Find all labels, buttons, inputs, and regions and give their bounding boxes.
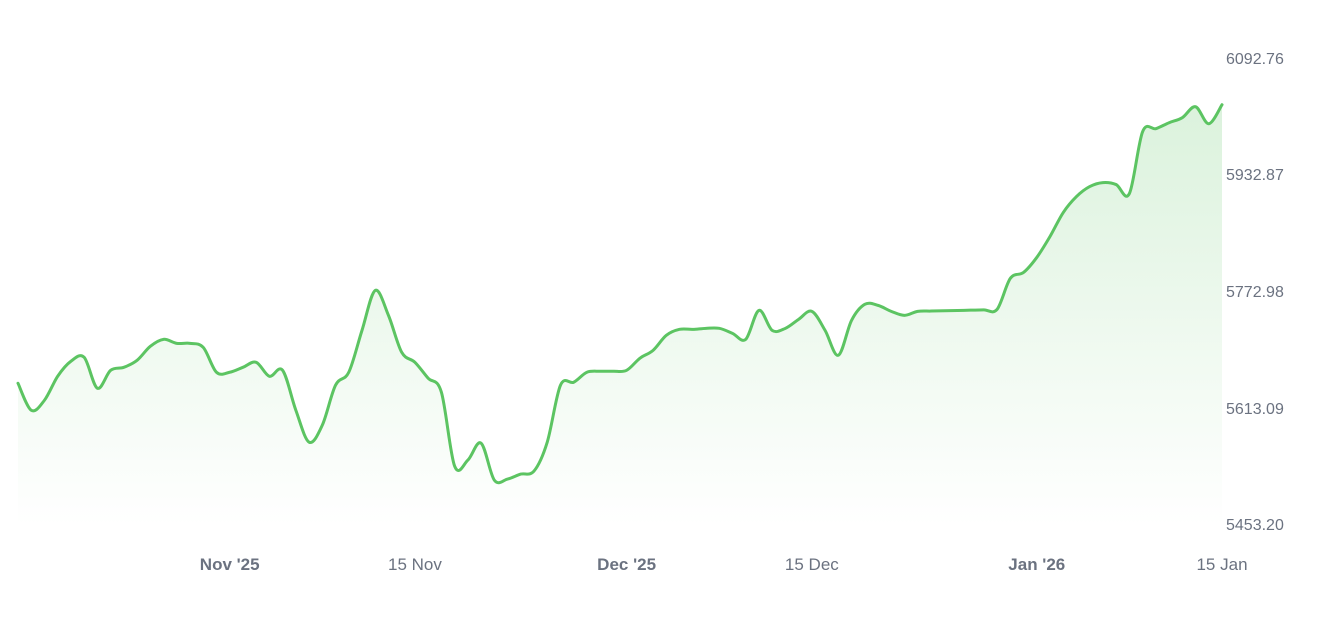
y-tick-label: 5453.20: [1226, 517, 1284, 534]
x-tick-label: Dec '25: [597, 555, 657, 574]
y-tick-label: 6092.76: [1226, 51, 1284, 68]
y-tick-label: 5613.09: [1226, 401, 1284, 418]
x-tick-label: 15 Jan: [1196, 555, 1248, 574]
series-area-fill: [18, 104, 1222, 526]
x-tick-label: Jan '26: [1008, 555, 1066, 574]
x-tick-label: 15 Nov: [387, 555, 442, 574]
series-line: [16, 103, 1224, 485]
x-tick-label: Nov '25: [199, 555, 260, 574]
y-tick-label: 5772.98: [1226, 284, 1284, 301]
x-tick-label: 15 Dec: [784, 555, 839, 574]
y-tick-label: 5932.87: [1226, 167, 1284, 184]
